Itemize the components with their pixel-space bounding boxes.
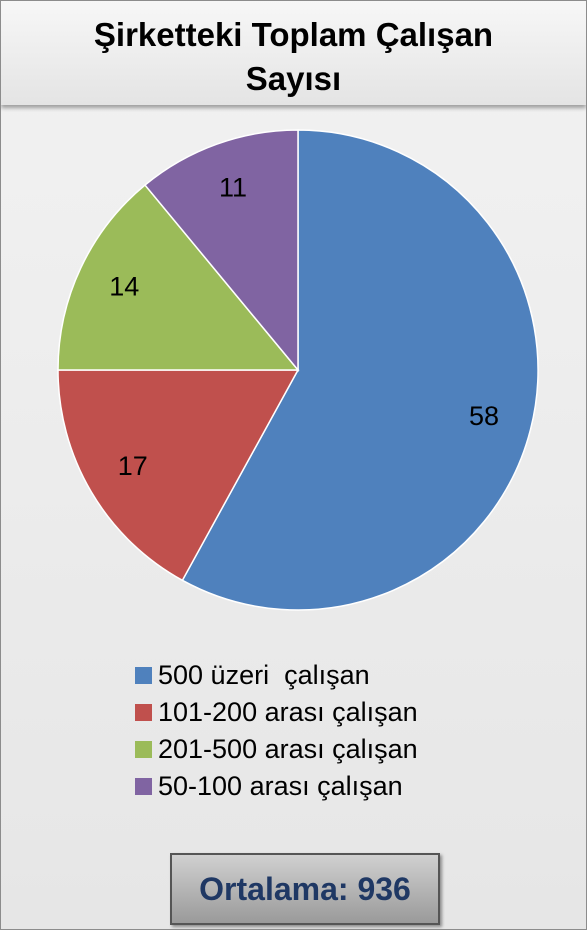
legend-swatch bbox=[135, 667, 152, 684]
data-label: 17 bbox=[118, 451, 148, 481]
legend-entry: 101-200 arası çalışan bbox=[135, 694, 418, 731]
pie-slice bbox=[57, 184, 300, 371]
pie-slice bbox=[181, 129, 539, 611]
pie-slice bbox=[143, 129, 299, 373]
legend-label: 50-100 arası çalışan bbox=[158, 771, 403, 801]
legend-entry: 500 üzeri çalışan bbox=[135, 657, 418, 694]
data-label: 14 bbox=[109, 271, 139, 301]
legend: 500 üzeri çalışan 101-200 arası çalışan 20… bbox=[135, 657, 418, 805]
pie-slice bbox=[57, 369, 300, 582]
legend-label: 101-200 arası çalışan bbox=[158, 697, 418, 727]
legend-swatch bbox=[135, 741, 152, 758]
data-label: 11 bbox=[219, 172, 247, 202]
annotation: Ortalama: 936 bbox=[170, 853, 440, 925]
legend-entry: 50-100 arası çalışan bbox=[135, 768, 418, 805]
legend-entry: 201-500 arası çalışan bbox=[135, 731, 418, 768]
legend-swatch bbox=[135, 704, 152, 721]
chart-title: Şirketteki Toplam Çalışan Sayısı bbox=[1, 1, 586, 105]
data-label: 58 bbox=[469, 401, 499, 431]
legend-label: 500 üzeri çalışan bbox=[158, 660, 370, 690]
legend-label: 201-500 arası çalışan bbox=[158, 734, 418, 764]
legend-swatch bbox=[135, 778, 152, 795]
